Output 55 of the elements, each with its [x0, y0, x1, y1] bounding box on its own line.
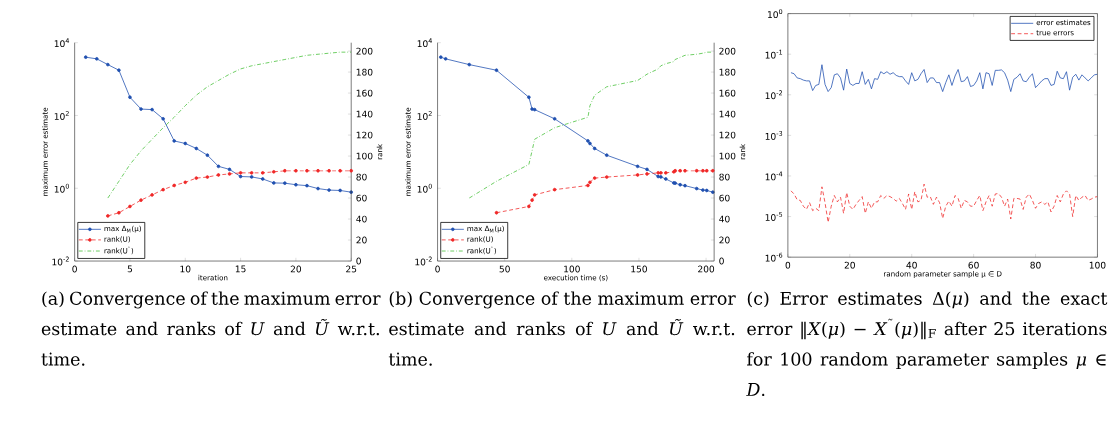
y2-tick-label: 40	[719, 215, 730, 223]
y2-tick-label: 120	[719, 131, 736, 139]
y-tick-label: 10$^{-2}$	[415, 256, 432, 266]
y-tick-label: 10$^{0}$	[417, 183, 432, 193]
y-tick-label: 10$^{0}$	[54, 183, 70, 193]
text: (c) Error estimates Δ(μ) and the exact error ‖X(μ) − X$^{˜}$(μ)‖$_{F}$ after 25 iterations for 100 random parameter samples μ ∈ D.	[746, 291, 1108, 397]
text: (a) Convergence of the maximum error estimate and ranks of U and Ũ w.r.t. time.	[41, 291, 381, 366]
x-tick-label: 0	[785, 261, 791, 269]
y2-tick-label: 80	[356, 173, 367, 181]
y2-tick-label: 100	[356, 152, 373, 160]
x-tick-label: 5	[127, 265, 133, 273]
text: (b) Convergence of the maximum error estimate and ranks of U and Ũ w.r.t. time.	[388, 291, 736, 366]
y-tick-label: 10$^{-5}$	[765, 212, 783, 221]
x-tick-label: 60	[968, 261, 979, 269]
y-tick-label: 10$^{-1}$	[765, 49, 783, 59]
y-tick-label: 10$^{4}$	[54, 38, 70, 48]
y-tick-label: 10$^{4}$	[417, 38, 432, 48]
x-tick-label: 100	[1089, 261, 1106, 269]
y-tick-label: 10$^{2}$	[54, 111, 69, 120]
y2-tick-label: 180	[356, 68, 373, 76]
y2-tick-label: 20	[356, 236, 367, 244]
y-tick-label: 10$^{-4}$	[765, 171, 783, 181]
y-tick-label: 10$^{-2}$	[765, 90, 783, 100]
x-tick-label: 80	[1030, 261, 1041, 269]
y2-tick-label: 100	[719, 152, 736, 160]
x-tick-label: 20	[290, 265, 302, 273]
x-tick-label: 10	[180, 265, 191, 273]
y2-tick-label: 140	[719, 110, 736, 118]
y2-tick-label: 180	[719, 68, 736, 76]
x-tick-label: 25	[346, 265, 357, 273]
x-tick-label: 0	[72, 265, 77, 273]
y2-tick-label: 80	[719, 173, 730, 181]
x-tick-label: 0	[435, 265, 440, 273]
y2-tick-label: 140	[356, 110, 373, 118]
y-tick-label: 10$^{0}$	[768, 9, 783, 18]
x-tick-label: 40	[906, 261, 917, 269]
y2-tick-label: 200	[719, 47, 736, 55]
x-tick-label: 15	[235, 265, 246, 273]
x-tick-label: 20	[844, 261, 855, 269]
y2-tick-label: 160	[719, 89, 736, 97]
x-tick-label: 50	[499, 265, 510, 273]
y2-tick-label: 160	[356, 89, 373, 97]
x-tick-label: 150	[631, 265, 647, 273]
y2-tick-label: 40	[356, 215, 367, 223]
x-tick-label: 100	[564, 265, 580, 273]
y2-tick-label: 200	[356, 47, 373, 55]
y2-tick-label: 120	[356, 131, 373, 139]
x-tick-label: 200	[698, 265, 715, 273]
y-tick-label: 10$^{-3}$	[765, 130, 783, 140]
y2-tick-label: 20	[719, 236, 730, 244]
y2-tick-label: 60	[356, 194, 367, 202]
y2-tick-label: 60	[719, 194, 730, 202]
y-tick-label: 10$^{2}$	[417, 111, 432, 120]
y-tick-label: 10$^{-6}$	[765, 252, 783, 262]
y-tick-label: 10$^{-2}$	[52, 256, 69, 266]
